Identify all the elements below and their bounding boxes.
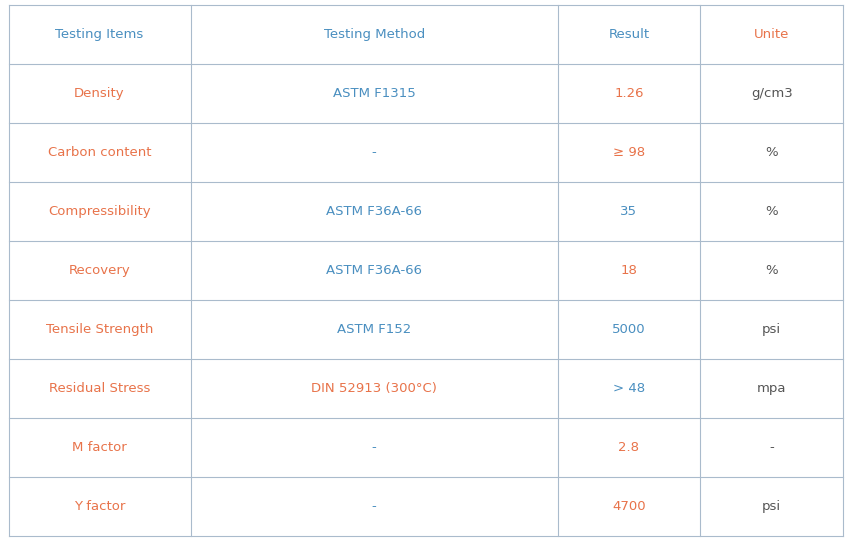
Text: %: % <box>765 146 778 159</box>
Text: Unite: Unite <box>754 28 789 41</box>
Text: psi: psi <box>762 500 781 513</box>
Text: mpa: mpa <box>757 382 786 395</box>
Text: 1.26: 1.26 <box>614 87 643 100</box>
Text: 18: 18 <box>620 264 637 277</box>
Text: Recovery: Recovery <box>69 264 130 277</box>
Text: > 48: > 48 <box>613 382 645 395</box>
Text: ASTM F1315: ASTM F1315 <box>333 87 416 100</box>
Text: Density: Density <box>74 87 125 100</box>
Text: -: - <box>769 441 774 454</box>
Text: Testing Method: Testing Method <box>324 28 425 41</box>
Text: 35: 35 <box>620 205 637 218</box>
Text: -: - <box>371 146 377 159</box>
Text: %: % <box>765 264 778 277</box>
Text: 4700: 4700 <box>612 500 646 513</box>
Text: Testing Items: Testing Items <box>55 28 144 41</box>
Text: psi: psi <box>762 323 781 336</box>
Text: DIN 52913 (300°C): DIN 52913 (300°C) <box>311 382 437 395</box>
Text: ASTM F36A-66: ASTM F36A-66 <box>326 264 423 277</box>
Text: -: - <box>371 500 377 513</box>
Text: 2.8: 2.8 <box>619 441 639 454</box>
Text: Residual Stress: Residual Stress <box>49 382 150 395</box>
Text: -: - <box>371 441 377 454</box>
Text: M factor: M factor <box>72 441 127 454</box>
Text: Compressibility: Compressibility <box>49 205 151 218</box>
Text: ≥ 98: ≥ 98 <box>613 146 645 159</box>
Text: g/cm3: g/cm3 <box>751 87 792 100</box>
Text: ASTM F36A-66: ASTM F36A-66 <box>326 205 423 218</box>
Text: ASTM F152: ASTM F152 <box>337 323 412 336</box>
Text: Tensile Strength: Tensile Strength <box>46 323 153 336</box>
Text: %: % <box>765 205 778 218</box>
Text: 5000: 5000 <box>612 323 646 336</box>
Text: Y factor: Y factor <box>74 500 125 513</box>
Text: Carbon content: Carbon content <box>48 146 152 159</box>
Text: Result: Result <box>608 28 649 41</box>
